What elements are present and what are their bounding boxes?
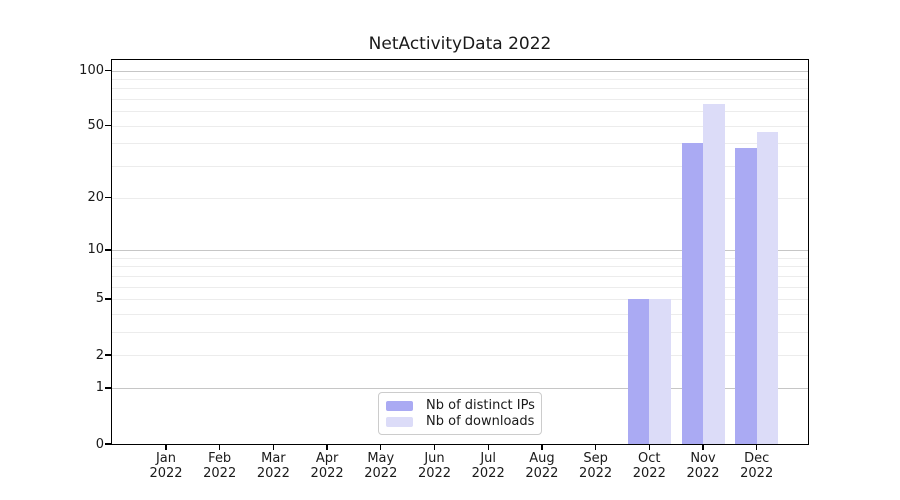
gridline-y-30 [112,166,808,168]
x-tick-label-may-2022: May 2022 [353,451,409,481]
x-tick-month: Jan [155,451,177,466]
y-tick-label-0: 0 [95,436,104,452]
gridline-y-100 [112,70,808,72]
x-tick-label-sep-2022: Sep 2022 [568,451,624,481]
x-tick-year: 2022 [417,466,452,481]
y-tick-mark-2 [105,354,112,356]
chart-title: NetActivityData 2022 [368,34,552,54]
y-tick-mark-20 [105,196,112,199]
legend-swatch-distinct-ips [386,400,413,411]
x-tick-mark-jun [433,444,436,450]
y-tick-label-100: 100 [79,63,104,78]
x-tick-mark-jan [165,444,167,450]
x-tick-month: Nov [690,451,716,466]
gridline-y-8 [112,266,808,268]
x-tick-mark-jul [487,444,489,450]
y-tick-mark-1 [105,387,112,389]
x-tick-year: 2022 [632,466,666,481]
x-tick-mark-apr [326,444,328,450]
gridline-y-6 [112,286,808,288]
x-tick-mark-nov [702,444,704,450]
legend: Nb of distinct IPs Nb of downloads [378,392,542,435]
legend-item-distinct-ips: Nb of distinct IPs [386,398,535,413]
x-tick-mark-feb [219,444,221,450]
x-tick-year: 2022 [256,466,290,481]
legend-label-downloads: Nb of downloads [426,414,535,429]
gridline-y-50 [112,125,808,127]
x-tick-label-jan-2022: Jan 2022 [138,451,194,481]
x-tick-month: Mar [261,451,286,466]
x-tick-year: 2022 [203,466,237,481]
x-tick-month: Apr [315,451,339,466]
gridline-y-10 [112,249,808,251]
bar-oct-2022-distinct-ips [627,299,650,444]
bar-nov-2022-downloads [703,103,725,444]
x-tick-mark-mar [272,444,275,450]
x-tick-year: 2022 [525,466,559,481]
y-tick-label-20: 20 [87,190,104,206]
x-tick-mark-oct [648,444,650,450]
y-tick-mark-5 [105,298,112,300]
x-tick-label-dec-2022: Dec 2022 [729,451,785,481]
x-tick-label-aug-2022: Aug 2022 [514,451,570,481]
y-tick-mark-100 [105,69,112,72]
x-tick-label-jul-2022: Jul 2022 [460,451,516,481]
bar-dec-2022-distinct-ips [735,147,757,444]
x-tick-label-mar-2022: Mar 2022 [245,451,301,481]
gridline-y-1 [112,387,808,389]
x-tick-mark-dec [756,444,758,450]
gridline-y-70 [112,99,808,101]
gridline-y-80 [112,88,808,90]
legend-label-distinct-ips: Nb of distinct IPs [426,398,535,413]
x-tick-year: 2022 [310,466,344,481]
bar-oct-2022-downloads [649,299,671,444]
x-tick-year: 2022 [364,466,398,481]
x-tick-month: Oct [638,451,661,466]
x-tick-year: 2022 [471,466,505,481]
y-tick-label-1: 1 [95,380,104,396]
gridline-y-2 [112,355,808,357]
gridline-y-3 [112,331,808,333]
y-tick-label-5: 5 [95,291,104,307]
gridline-y-20 [112,197,808,199]
x-tick-month: Jul [480,451,497,466]
gridline-y-5 [112,298,808,300]
y-tick-mark-0 [105,443,112,445]
y-tick-label-2: 2 [95,347,104,363]
y-tick-label-10: 10 [87,242,104,258]
y-tick-label-50: 50 [87,118,104,134]
x-tick-label-feb-2022: Feb 2022 [192,451,248,481]
gridline-y-40 [112,143,808,145]
x-tick-year: 2022 [149,466,183,481]
bar-nov-2022-distinct-ips [681,143,703,444]
x-tick-label-apr-2022: Apr 2022 [299,451,355,481]
x-tick-label-oct-2022: Oct 2022 [621,451,677,481]
x-tick-mark-may [380,444,382,450]
x-tick-year: 2022 [686,466,720,481]
x-tick-month: May [367,451,395,466]
gridline-y-9 [112,257,808,259]
gridline-y-90 [112,78,808,80]
y-tick-mark-10 [105,249,112,251]
legend-item-downloads: Nb of downloads [386,414,535,429]
x-tick-month: Aug [529,451,555,466]
gridline-y-4 [112,313,808,315]
x-tick-label-nov-2022: Nov 2022 [675,451,731,481]
x-tick-month: Dec [744,451,770,466]
x-tick-label-jun-2022: Jun 2022 [407,451,463,481]
y-tick-mark-50 [105,125,112,127]
x-tick-month: Feb [208,451,232,466]
plot-area [111,59,809,445]
x-tick-mark-sep [594,444,597,450]
x-tick-month: Jun [424,451,445,466]
gridline-y-7 [112,275,808,277]
bar-dec-2022-downloads [756,132,779,444]
x-tick-month: Sep [583,451,608,466]
x-tick-year: 2022 [579,466,613,481]
x-tick-year: 2022 [740,466,774,481]
x-tick-mark-aug [541,444,543,450]
gridline-y-60 [112,111,808,113]
legend-swatch-downloads [386,416,413,427]
